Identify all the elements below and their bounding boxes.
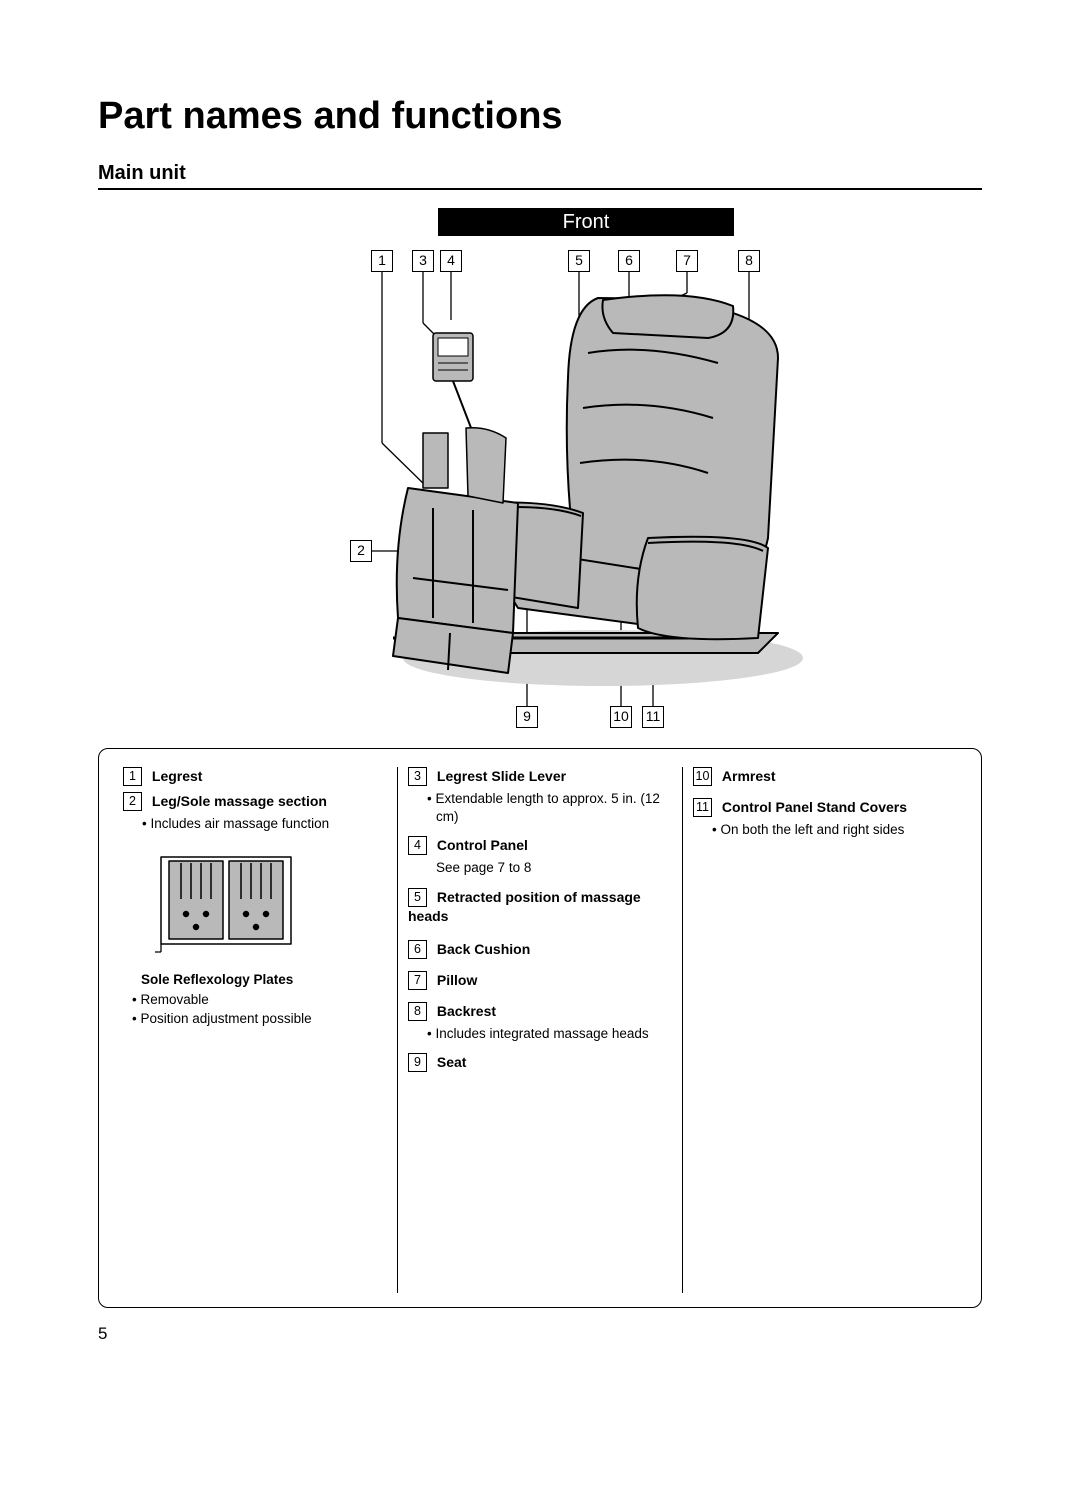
legend-title: Back Cushion [437,941,530,957]
legend-bullet: Removable [141,991,387,1009]
diagram-area: Front 1 3 4 5 6 7 8 2 9 10 11 [98,208,982,748]
legend-note: See page 7 to 8 [436,859,672,877]
sole-plate-illustration [151,849,301,954]
legend-num: 4 [408,836,427,855]
mini-heading: Sole Reflexology Plates [141,971,387,989]
legend-num: 6 [408,940,427,959]
legend-title: Backrest [437,1003,496,1019]
legend-bullet: Includes integrated massage heads [436,1025,672,1043]
legend-num: 9 [408,1053,427,1072]
legend-col-2: 3 Legrest Slide Lever Extendable length … [397,767,682,1293]
legend-bullet: On both the left and right sides [721,821,957,839]
legend-num: 11 [693,798,712,817]
legend-title: Retracted position of massage heads [408,889,641,924]
legend-title: Legrest Slide Lever [437,768,566,784]
chair-illustration [338,278,818,698]
legend-num: 5 [408,888,427,907]
legend-bullet: Position adjustment possible [141,1010,387,1028]
legend-title: Armrest [722,768,776,784]
legend-title: Legrest [152,768,203,784]
legend-bullet: Includes air massage function [151,815,387,833]
legend-title: Control Panel Stand Covers [722,799,907,815]
legend-num: 10 [693,767,712,786]
legend-title: Leg/Sole massage section [152,793,327,809]
page-title: Part names and functions [98,95,982,138]
legend-num: 7 [408,971,427,990]
section-heading: Main unit [98,162,982,190]
legend-title: Pillow [437,972,477,988]
legend-box: 1 Legrest 2 Leg/Sole massage section Inc… [98,748,982,1308]
legend-num: 3 [408,767,427,786]
legend-col-3: 10 Armrest 11 Control Panel Stand Covers… [682,767,967,1293]
legend-num: 2 [123,792,142,811]
legend-num: 8 [408,1002,427,1021]
legend-num: 1 [123,767,142,786]
page-number: 5 [98,1324,982,1344]
legend-bullet: Extendable length to approx. 5 in. (12 c… [436,790,672,826]
legend-col-1: 1 Legrest 2 Leg/Sole massage section Inc… [113,767,397,1293]
legend-title: Control Panel [437,837,528,853]
legend-title: Seat [437,1054,467,1070]
